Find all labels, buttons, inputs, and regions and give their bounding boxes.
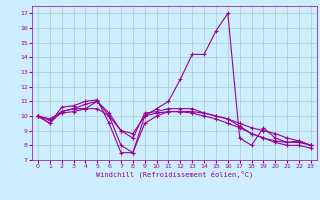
- X-axis label: Windchill (Refroidissement éolien,°C): Windchill (Refroidissement éolien,°C): [96, 171, 253, 178]
